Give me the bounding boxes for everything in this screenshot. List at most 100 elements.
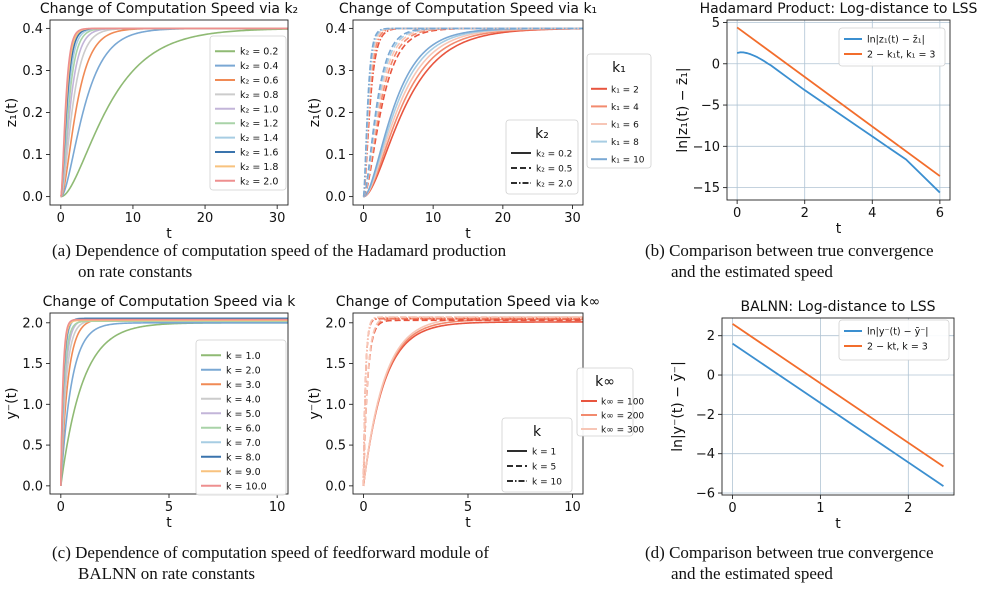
- legend-label: k = 1.0: [226, 351, 261, 362]
- style-legend-label: k₂ = 0.2: [536, 150, 572, 160]
- chart-title: Hadamard Product: Log-distance to LSS: [700, 1, 978, 17]
- x-tick-label: 0: [733, 206, 741, 221]
- x-tick-label: 2: [904, 501, 912, 516]
- y-tick-label: 0.0: [325, 190, 346, 205]
- x-tick-label: 5: [165, 500, 173, 515]
- legend-box: [838, 319, 950, 361]
- x-tick-label: 20: [197, 211, 214, 226]
- y-tick-label: 0.1: [325, 148, 346, 163]
- legend-label: k = 2.0: [226, 365, 261, 376]
- color-legend-label: k∞ = 100: [601, 398, 644, 408]
- legend-label: k = 10.0: [226, 481, 267, 492]
- plot-area: [60, 27, 288, 198]
- y-tick-label: 2: [707, 329, 715, 344]
- legend-label: ln|z₁(t) − z̄₁|: [867, 35, 925, 46]
- y-tick-label: 0.4: [22, 22, 43, 37]
- plot-area: [732, 323, 944, 487]
- x-axis-label: t: [166, 515, 172, 531]
- color-legend-title: k₁: [612, 60, 626, 76]
- series-line: [736, 26, 941, 177]
- color-legend-label: k₁ = 6: [611, 121, 639, 131]
- x-tick-label: 6: [936, 206, 944, 221]
- series-line: [60, 28, 288, 198]
- y-tick-label: 1.5: [325, 357, 346, 372]
- chart-title: Change of Computation Speed via k: [43, 294, 297, 310]
- chart-title: Change of Computation Speed via k∞: [336, 294, 600, 310]
- y-tick-label: −10: [693, 140, 720, 155]
- legend-label: 2 − k₁t, k₁ = 3: [867, 50, 935, 61]
- caption-b-line1: (b) Comparison between true convergence: [645, 241, 934, 260]
- x-tick-label: 0: [728, 501, 736, 516]
- y-axis-label: z₁(t): [307, 98, 323, 127]
- y-tick-label: −6: [696, 487, 715, 502]
- y-tick-label: 0: [712, 57, 720, 72]
- legend-box: [838, 27, 946, 67]
- y-tick-label: −4: [696, 447, 715, 462]
- x-axis-label: t: [835, 516, 841, 532]
- y-tick-label: 0.5: [325, 439, 346, 454]
- color-legend-label: k₁ = 2: [611, 85, 639, 95]
- x-tick-label: 4: [868, 206, 876, 221]
- x-tick-label: 0: [359, 211, 367, 226]
- series-line: [732, 342, 944, 487]
- y-tick-label: 0.4: [325, 22, 346, 37]
- y-axis-label: ln|z₁(t) − z̄₁|: [675, 67, 691, 152]
- style-legend-box: [501, 417, 573, 493]
- plot-area: [736, 26, 941, 194]
- caption-a-line1: (a) Dependence of computation speed of t…: [52, 241, 507, 260]
- series-line: [362, 27, 583, 198]
- chart-title: Change of Computation Speed via k₂: [40, 1, 298, 17]
- y-tick-label: 0.0: [325, 479, 346, 494]
- y-tick-label: 1.0: [325, 398, 346, 413]
- x-tick-label: 20: [495, 211, 512, 226]
- color-legend-label: k₁ = 10: [611, 156, 645, 166]
- axes-frame: [721, 317, 955, 496]
- legend-label: k₂ = 0.6: [240, 76, 278, 87]
- caption-b: (b) Comparison between true convergence …: [645, 240, 934, 282]
- series-line: [362, 316, 583, 487]
- color-legend-box: [586, 53, 652, 169]
- plot-area: [60, 317, 288, 487]
- style-legend-label: k₂ = 2.0: [536, 180, 573, 190]
- y-tick-label: −5: [701, 99, 720, 114]
- color-legend-label: k₁ = 4: [611, 103, 639, 113]
- series-line: [60, 320, 288, 487]
- y-tick-label: 0.3: [22, 64, 43, 79]
- x-tick-label: 0: [57, 211, 65, 226]
- legend-label: k = 6.0: [226, 423, 261, 434]
- color-legend-label: k₁ = 8: [611, 138, 639, 148]
- style-legend-label: k = 10: [532, 478, 562, 488]
- y-tick-label: 0: [707, 369, 715, 384]
- legend-label: k = 5.0: [226, 409, 261, 420]
- style-legend-label: k₂ = 0.5: [536, 165, 572, 175]
- legend-label: k₂ = 1.2: [240, 119, 278, 130]
- x-tick-label: 10: [425, 211, 442, 226]
- x-tick-label: 0: [57, 500, 65, 515]
- x-tick-label: 0: [359, 500, 367, 515]
- y-tick-label: 0.1: [22, 148, 43, 163]
- y-tick-label: 2.0: [22, 316, 43, 331]
- legend-label: k₂ = 0.2: [240, 47, 278, 58]
- series-line: [736, 51, 941, 194]
- style-legend-box: [505, 119, 579, 195]
- y-tick-label: 0.2: [325, 106, 346, 121]
- x-tick-label: 10: [125, 211, 142, 226]
- legend-label: k₂ = 1.8: [240, 162, 278, 173]
- plot-area: [362, 316, 583, 487]
- legend-label: k = 9.0: [226, 467, 261, 478]
- x-tick-label: 30: [269, 211, 286, 226]
- legend-label: k = 7.0: [226, 438, 261, 449]
- axes-frame: [726, 19, 951, 201]
- panel-b: 0 2 4 6 5 0 −5 −10 −15 Hadamard Product: Log-dist…: [675, 1, 978, 237]
- chart-title: Change of Computation Speed via k₁: [339, 1, 597, 17]
- legend-label: k₂ = 0.4: [240, 61, 278, 72]
- legend-label: ln|y⁻(t) − ȳ⁻|: [867, 327, 928, 338]
- x-tick-label: 1: [816, 501, 824, 516]
- legend-label: k = 4.0: [226, 394, 261, 405]
- color-legend-box: [576, 367, 634, 437]
- y-axis-label: y⁻(t): [307, 387, 323, 419]
- style-legend-title: k: [533, 424, 542, 440]
- series-line: [362, 317, 583, 487]
- caption-d: (d) Comparison between true convergence …: [645, 542, 934, 584]
